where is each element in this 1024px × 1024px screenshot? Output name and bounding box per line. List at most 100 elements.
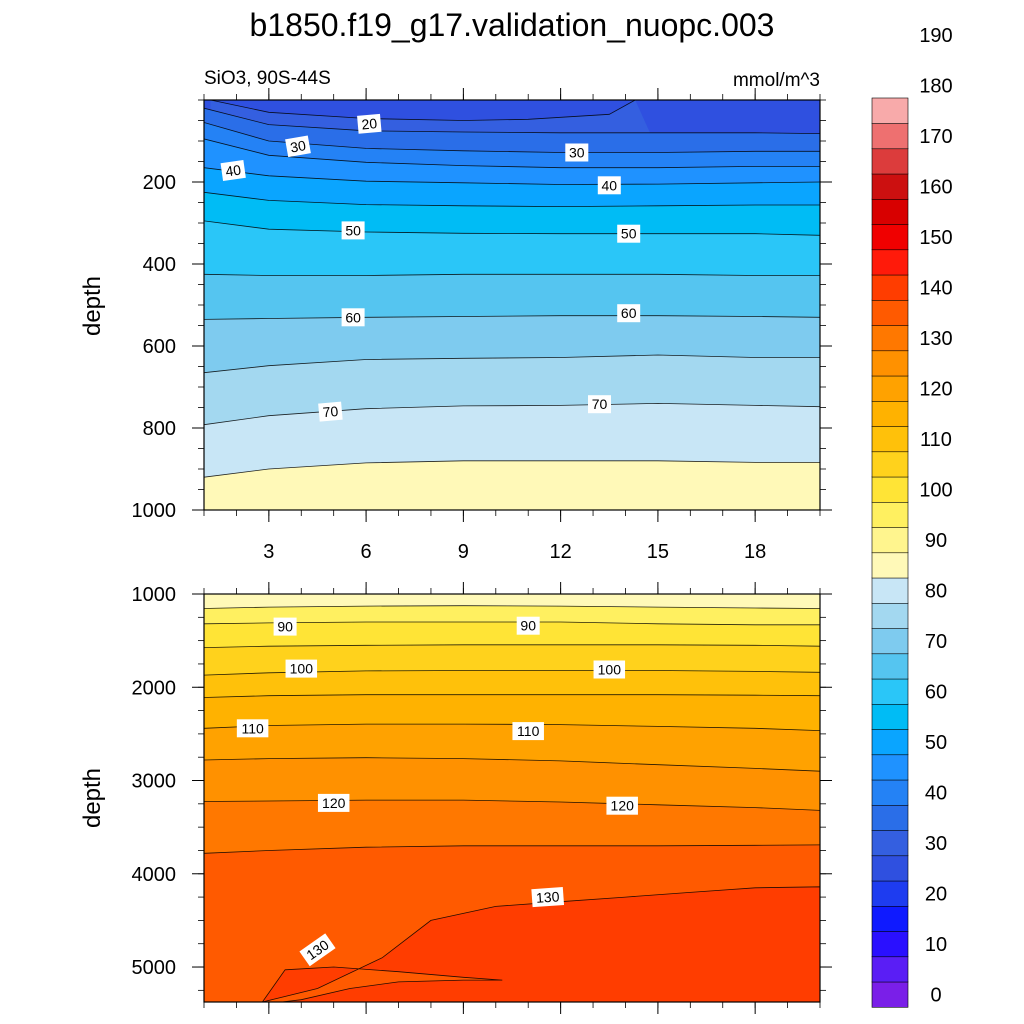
colorbar-swatch <box>871 779 909 806</box>
contour-label: 100 <box>285 659 318 678</box>
x-tick-label: 18 <box>744 541 766 563</box>
colorbar-swatch <box>871 400 909 427</box>
svg-text:120: 120 <box>322 795 346 811</box>
colorbar-swatch <box>871 375 909 402</box>
colorbar-swatch <box>871 198 909 225</box>
contour-line-25 <box>204 107 820 134</box>
contour-label: 20 <box>357 113 382 134</box>
panel-frame <box>203 593 821 1003</box>
colorbar-tick-label: 40 <box>925 782 947 804</box>
contour-line-55 <box>204 273 820 276</box>
contour-line-65 <box>204 354 820 374</box>
colorbar-tick-label: 140 <box>919 277 952 299</box>
contour-label: 50 <box>617 224 641 243</box>
colorbar-swatch <box>871 552 909 579</box>
svg-text:100: 100 <box>598 662 622 678</box>
colorbar-tick-label: 160 <box>919 176 952 198</box>
colorbar-swatch <box>871 173 909 200</box>
y-tick-label: 200 <box>143 172 176 194</box>
colorbar-swatch <box>871 122 909 150</box>
contour-line-100 <box>204 670 820 676</box>
contour-fill-130 <box>262 886 820 1002</box>
svg-text:110: 110 <box>517 723 540 739</box>
colorbar-tick-label: 130 <box>919 328 952 350</box>
svg-text:20: 20 <box>361 115 378 132</box>
colorbar-tick-label: 50 <box>925 732 947 754</box>
colorbar-tick-label: 70 <box>925 631 947 653</box>
colorbar-swatch <box>871 324 909 352</box>
svg-text:90: 90 <box>277 619 293 635</box>
colorbar-swatch <box>871 627 909 655</box>
colorbar-swatch <box>871 754 909 781</box>
colorbar-swatch <box>871 223 909 251</box>
svg-text:70: 70 <box>592 396 608 412</box>
contour-line-120 <box>204 799 820 811</box>
contour-label: 60 <box>341 308 365 327</box>
contour-line-50 <box>204 220 820 236</box>
chart-title: b1850.f19_g17.validation_nuopc.003 <box>250 7 775 43</box>
colorbar-swatch <box>871 425 909 453</box>
colorbar-tick-label: 60 <box>925 681 947 703</box>
svg-text:60: 60 <box>621 305 637 321</box>
colorbar-swatch <box>871 274 909 301</box>
contour-line-85 <box>204 605 820 609</box>
svg-text:120: 120 <box>611 798 635 814</box>
svg-text:100: 100 <box>290 661 314 677</box>
colorbar-swatch <box>871 577 909 604</box>
y-tick-label: 3000 <box>132 771 177 793</box>
colorbar-tick-label: 180 <box>919 75 952 97</box>
colorbar-swatch <box>871 148 909 175</box>
colorbar-tick-label: 120 <box>919 378 952 400</box>
contour-label: 120 <box>317 793 350 812</box>
contour-line-75 <box>204 460 820 478</box>
lower-ylabel: depth <box>79 768 106 828</box>
y-tick-label: 400 <box>143 254 176 276</box>
contour-label: 50 <box>341 221 365 240</box>
contour-label: 30 <box>285 135 311 158</box>
colorbar-tick-label: 20 <box>925 883 947 905</box>
x-tick-label: 3 <box>263 541 274 563</box>
contour-label: 110 <box>236 719 269 738</box>
contour-label: 120 <box>606 796 638 815</box>
y-tick-label: 600 <box>143 336 176 358</box>
svg-text:30: 30 <box>289 137 307 155</box>
contour-label: 100 <box>593 660 626 679</box>
contour-line-20 <box>210 100 636 121</box>
colorbar-tick-label: 80 <box>925 580 947 602</box>
colorbar-swatch <box>871 804 909 831</box>
contour-label: 70 <box>588 395 611 414</box>
svg-text:70: 70 <box>322 403 339 420</box>
y-tick-label: 2000 <box>132 677 177 699</box>
units-label: mmol/m^3 <box>733 70 820 91</box>
contour-line-70 <box>204 402 820 426</box>
colorbar-swatch <box>871 501 909 528</box>
colorbar-swatch <box>871 526 909 554</box>
colorbar-swatch <box>871 981 909 1008</box>
svg-text:130: 130 <box>535 888 560 906</box>
contour-line-125 <box>204 844 820 854</box>
y-tick-label: 1000 <box>132 500 177 522</box>
x-tick-label: 15 <box>647 541 669 563</box>
colorbar-tick-label: 30 <box>925 833 947 855</box>
colorbar-swatch <box>871 249 909 276</box>
colorbar-tick-label: 110 <box>920 429 952 451</box>
contour-line-115 <box>204 757 820 772</box>
colorbar-swatch <box>871 880 909 907</box>
contour-label: 110 <box>512 722 544 741</box>
colorbar-tick-label: 100 <box>919 479 952 501</box>
contour-line-35 <box>204 138 820 169</box>
upper-ylabel: depth <box>79 276 106 336</box>
svg-text:60: 60 <box>345 309 361 325</box>
contour-line-30 <box>204 122 820 153</box>
colorbar-tick-label: 10 <box>925 934 947 956</box>
x-tick-label: 12 <box>550 541 572 563</box>
colorbar-swatch <box>871 905 909 932</box>
colorbar-swatch <box>871 653 909 680</box>
colorbar-swatch <box>871 602 909 629</box>
contour-label: 130 <box>531 887 565 908</box>
contour-label: 60 <box>617 304 641 323</box>
contour-label: 90 <box>516 616 540 635</box>
contour-label: 40 <box>220 159 246 182</box>
colorbar: 0 10 20 30 40 50 60 70 80 90 100 110 120 130 140 150 160… <box>871 25 953 1008</box>
colorbar-swatch <box>871 956 909 983</box>
